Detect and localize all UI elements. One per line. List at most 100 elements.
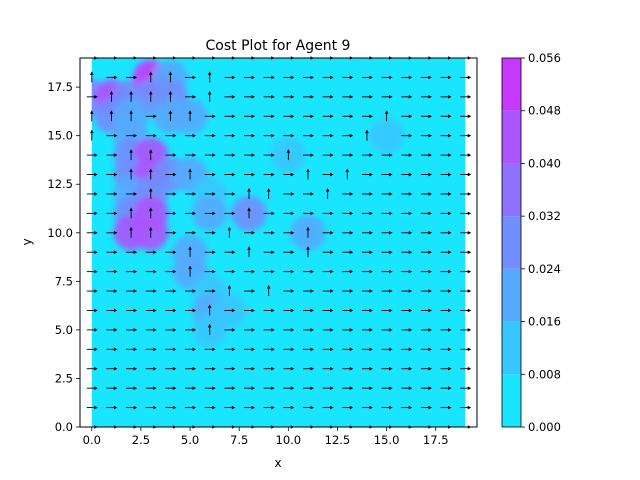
arrow-right (126, 366, 138, 371)
arrow-up (306, 226, 310, 238)
direction-arrows (86, 56, 472, 429)
arrow-right (381, 230, 393, 235)
arrow-right (302, 114, 314, 119)
arrow-right (224, 328, 236, 332)
arrow-right (263, 133, 275, 138)
arrow-right (126, 250, 138, 255)
arrow-up (89, 129, 94, 141)
arrow-right (263, 328, 275, 332)
arrow-right (460, 289, 472, 293)
arrow-right (361, 366, 373, 371)
arrow-right (224, 405, 236, 410)
arrow-right (460, 114, 472, 119)
arrow-right (244, 153, 256, 157)
arrow-right (302, 133, 314, 138)
arrow-right (283, 192, 295, 196)
arrow-right (381, 386, 393, 390)
arrow-right (401, 114, 413, 119)
colorbar-band (502, 58, 521, 111)
arrow-right (440, 308, 452, 313)
arrow-up (148, 187, 153, 199)
arrow-right (204, 230, 216, 235)
colorbar-tick-label: 0.008 (528, 367, 561, 381)
arrow-right (106, 133, 118, 138)
arrow-right (322, 366, 334, 371)
arrow-right (263, 153, 275, 157)
arrow-up (89, 71, 94, 83)
arrow-right (420, 133, 432, 138)
x-tick-label: 17.5 (423, 433, 449, 447)
arrow-right (263, 75, 275, 80)
arrow-right (401, 269, 413, 274)
arrow-right (224, 192, 236, 196)
arrow-right (185, 133, 197, 138)
arrow-up (89, 110, 94, 122)
arrow-right (204, 269, 216, 274)
arrow-right (381, 289, 393, 293)
arrow-up (148, 71, 153, 83)
arrow-right (460, 366, 472, 371)
arrow-right (440, 114, 452, 119)
arrow-right (401, 366, 413, 371)
arrow-right (401, 133, 413, 138)
arrow-right (263, 211, 275, 216)
arrow-right (86, 269, 98, 274)
arrow-right (185, 405, 197, 410)
arrow-right (342, 289, 354, 293)
arrow-right (204, 133, 216, 138)
arrow-right (224, 250, 236, 255)
arrow-up (109, 110, 114, 122)
arrow-right (224, 308, 236, 313)
arrow-right (224, 269, 236, 274)
arrow-right (322, 250, 334, 255)
arrow-right (185, 366, 197, 371)
arrow-right (420, 386, 432, 390)
arrow-right (342, 192, 354, 196)
arrow-right (460, 172, 472, 177)
arrow-right (342, 75, 354, 80)
arrow-right (401, 386, 413, 390)
arrow-right (420, 75, 432, 80)
arrow-right (86, 172, 98, 177)
arrow-right (126, 405, 138, 410)
arrow-up (306, 168, 310, 180)
y-tick-label: 10.0 (47, 226, 73, 240)
arrow-up (207, 304, 212, 316)
arrow-right (283, 133, 295, 138)
arrow-up (168, 71, 173, 83)
arrow-right (440, 328, 452, 332)
arrow-right (145, 347, 157, 352)
arrow-right (440, 366, 452, 371)
arrow-right (244, 75, 256, 80)
colorbar-band (502, 110, 521, 164)
arrow-right (381, 153, 393, 157)
arrow-right (302, 75, 314, 80)
arrow-up (247, 187, 251, 199)
arrow-right (126, 133, 138, 138)
arrow-right (106, 192, 118, 196)
colorbar-band (502, 216, 521, 269)
arrow-right (204, 172, 216, 177)
axes-frame (79, 57, 478, 428)
colorbar-band (502, 163, 521, 217)
arrow-right (401, 308, 413, 313)
arrow-right (263, 172, 275, 177)
arrow-up (148, 207, 153, 219)
arrow-right (224, 95, 236, 99)
arrow-right (283, 366, 295, 371)
arrow-right (244, 386, 256, 390)
arrow-right (165, 172, 177, 177)
arrow-up (129, 110, 133, 122)
arrow-right (401, 172, 413, 177)
colorbar-tick-label: 0.048 (528, 104, 561, 118)
y-tick-label: 15.0 (47, 129, 73, 143)
arrow-right (342, 250, 354, 255)
arrow-right (322, 328, 334, 332)
arrow-right (322, 386, 334, 390)
arrow-right (342, 133, 354, 138)
arrow-right (322, 75, 334, 80)
arrow-right (420, 230, 432, 235)
arrow-right (165, 328, 177, 332)
arrow-right (381, 250, 393, 255)
